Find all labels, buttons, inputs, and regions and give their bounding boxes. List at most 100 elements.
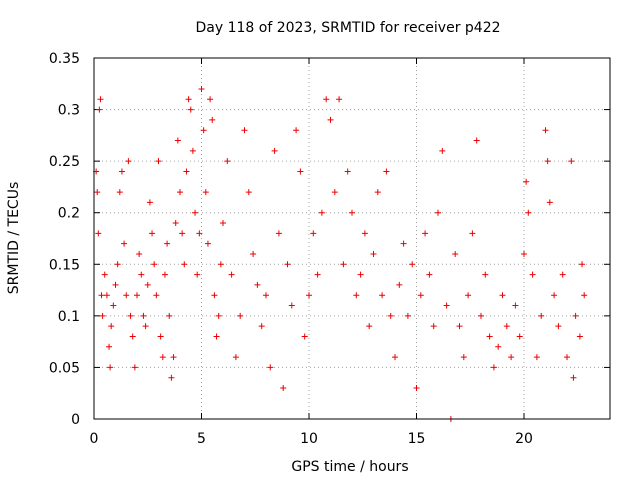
data-point bbox=[138, 271, 145, 278]
data-point bbox=[361, 230, 368, 237]
data-point bbox=[194, 271, 201, 278]
data-point bbox=[293, 127, 300, 134]
data-point bbox=[349, 209, 355, 216]
data-point bbox=[112, 281, 119, 288]
data-point bbox=[280, 385, 287, 392]
data-point bbox=[185, 96, 192, 103]
x-tick-label: 5 bbox=[197, 431, 206, 447]
data-point bbox=[523, 178, 530, 185]
data-point bbox=[314, 271, 321, 278]
data-point bbox=[250, 250, 257, 257]
data-point bbox=[183, 168, 190, 175]
data-point bbox=[443, 302, 450, 309]
data-point bbox=[97, 96, 104, 103]
data-point bbox=[170, 354, 177, 361]
data-point bbox=[241, 127, 248, 134]
x-tick-label: 20 bbox=[515, 431, 533, 447]
data-point bbox=[232, 354, 239, 361]
y-tick-label: 0 bbox=[71, 412, 80, 428]
data-point bbox=[482, 271, 489, 278]
data-point bbox=[546, 199, 553, 206]
data-point bbox=[452, 250, 459, 257]
data-point bbox=[579, 261, 586, 268]
chart-title: Day 118 of 2023, SRMTID for receiver p42… bbox=[195, 20, 500, 36]
data-point bbox=[495, 343, 502, 350]
data-point bbox=[108, 323, 115, 330]
data-point bbox=[374, 189, 381, 196]
data-point bbox=[383, 168, 390, 175]
data-point bbox=[271, 147, 278, 154]
y-axis-label: SRMTID / TECUs bbox=[6, 182, 22, 295]
data-point bbox=[209, 116, 216, 123]
data-point bbox=[159, 354, 166, 361]
data-point bbox=[96, 106, 103, 113]
data-point bbox=[439, 147, 446, 154]
data-point bbox=[101, 271, 108, 278]
data-point bbox=[499, 292, 506, 299]
data-point bbox=[435, 209, 441, 216]
data-point bbox=[146, 199, 153, 206]
data-point bbox=[340, 261, 347, 268]
grid-lines bbox=[94, 58, 610, 419]
data-point bbox=[149, 230, 156, 237]
data-point bbox=[103, 292, 110, 299]
data-point bbox=[207, 96, 214, 103]
data-point bbox=[400, 240, 407, 247]
data-point bbox=[114, 261, 121, 268]
data-point bbox=[224, 158, 231, 165]
data-point bbox=[153, 292, 160, 299]
data-point bbox=[129, 333, 136, 340]
data-point bbox=[366, 323, 373, 330]
data-point bbox=[473, 137, 480, 144]
data-point bbox=[228, 271, 235, 278]
data-point bbox=[544, 158, 551, 165]
data-point bbox=[198, 85, 205, 92]
data-point bbox=[125, 158, 132, 165]
data-point bbox=[465, 292, 472, 299]
data-point bbox=[174, 137, 181, 144]
data-point bbox=[267, 364, 274, 371]
x-tick-label: 0 bbox=[90, 431, 99, 447]
data-point bbox=[353, 292, 360, 299]
data-points bbox=[93, 85, 588, 422]
data-point bbox=[215, 312, 222, 319]
data-point bbox=[166, 312, 173, 319]
data-point bbox=[297, 168, 304, 175]
data-point bbox=[140, 312, 147, 319]
data-point bbox=[131, 364, 138, 371]
data-point bbox=[417, 292, 424, 299]
data-point bbox=[525, 209, 532, 216]
data-point bbox=[327, 116, 334, 123]
data-point bbox=[127, 312, 134, 319]
data-point bbox=[99, 312, 106, 319]
y-tick-label: 0.1 bbox=[58, 309, 80, 325]
data-point bbox=[301, 333, 308, 340]
data-point bbox=[155, 158, 162, 165]
data-point bbox=[310, 230, 317, 237]
data-point bbox=[521, 250, 527, 257]
data-point bbox=[220, 220, 226, 227]
data-point bbox=[110, 302, 117, 309]
data-point bbox=[570, 374, 577, 381]
axis-ticks: 0 0.05 0.1 0.15 0.2 0.25 0.3 0.35 0 5 10 15 20 bbox=[49, 51, 610, 447]
data-point bbox=[123, 292, 130, 299]
data-point bbox=[179, 230, 186, 237]
data-point bbox=[217, 261, 224, 268]
data-point bbox=[357, 271, 364, 278]
data-point bbox=[284, 261, 291, 268]
data-point bbox=[490, 364, 497, 371]
data-point bbox=[512, 302, 519, 309]
data-point bbox=[189, 147, 196, 154]
data-point bbox=[404, 312, 411, 319]
data-point bbox=[344, 168, 351, 175]
data-point bbox=[181, 261, 188, 268]
data-point bbox=[409, 261, 416, 268]
y-tick-label: 0.05 bbox=[49, 360, 80, 376]
data-point bbox=[564, 354, 570, 361]
data-point bbox=[456, 323, 463, 330]
y-tick-label: 0.3 bbox=[58, 103, 80, 119]
data-point bbox=[392, 354, 398, 361]
data-point bbox=[469, 230, 476, 237]
data-point bbox=[134, 292, 140, 299]
